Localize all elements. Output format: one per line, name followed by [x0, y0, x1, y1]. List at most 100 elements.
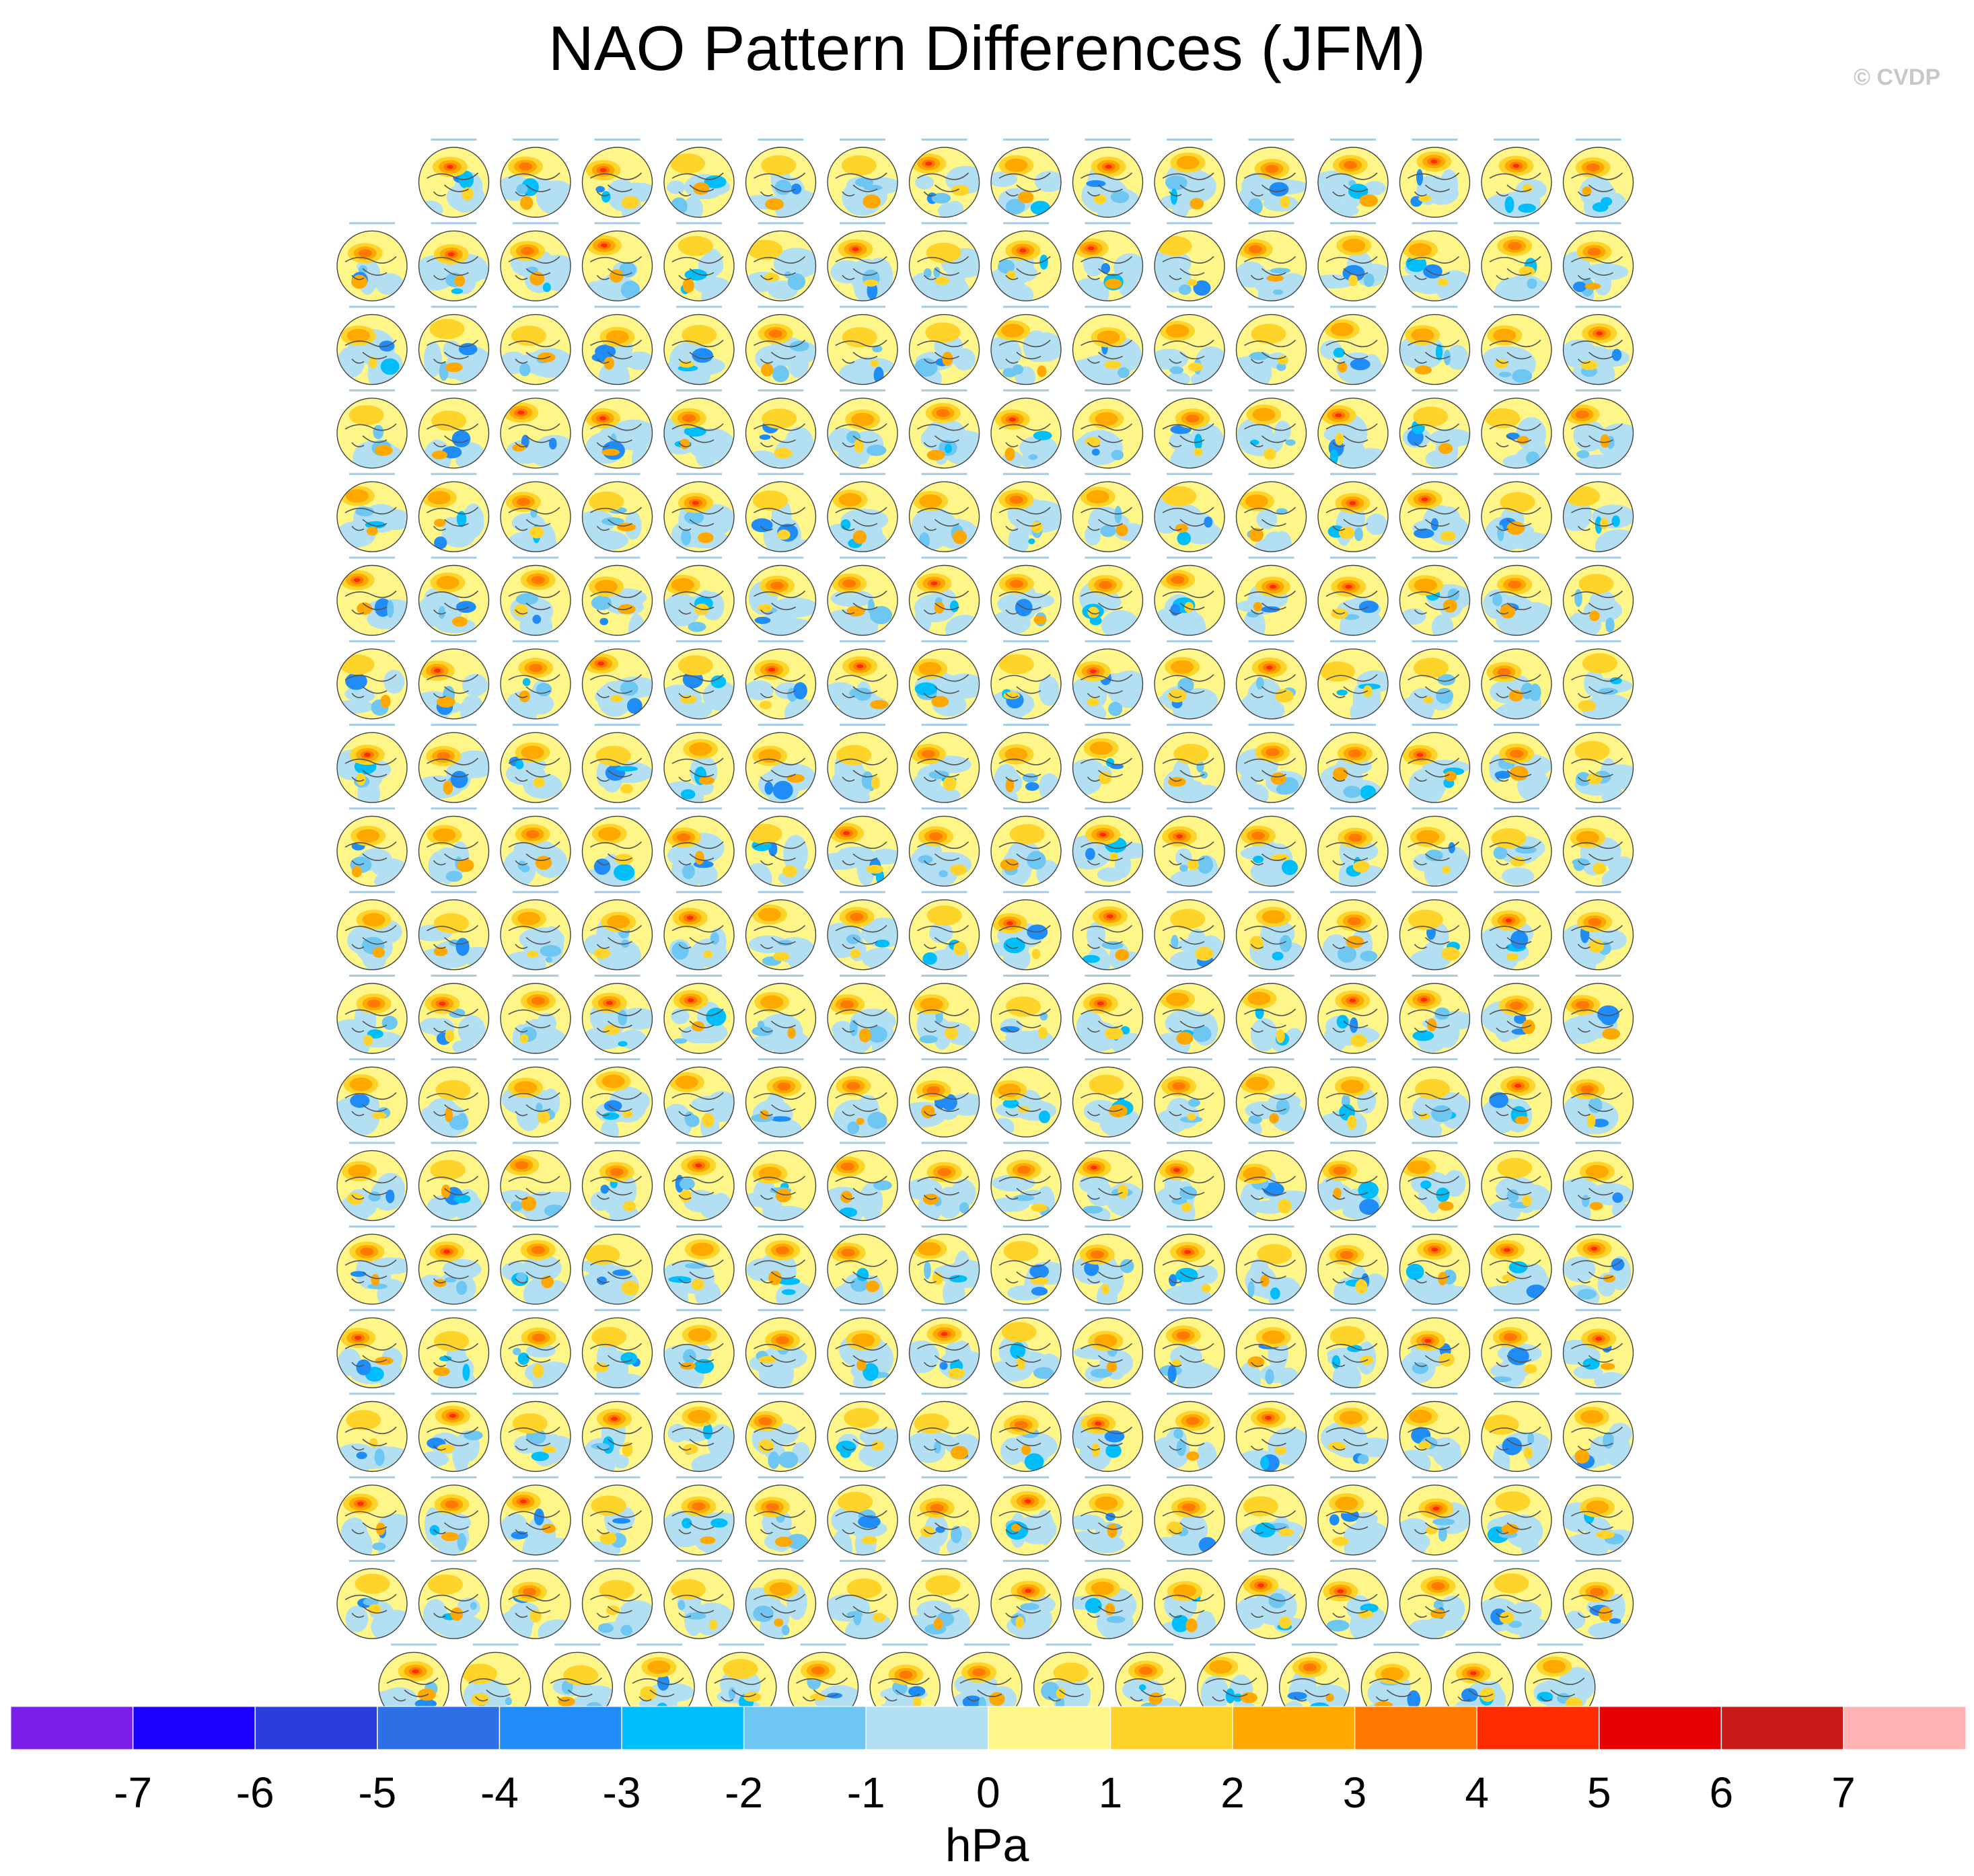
nao-panel [500, 640, 571, 720]
nao-panel [663, 1392, 735, 1472]
nao-panel [1317, 1309, 1389, 1388]
nao-panel [336, 1058, 408, 1138]
nao-panel [1197, 1643, 1268, 1723]
nao-panel [581, 1309, 653, 1388]
nao-panel [990, 305, 1062, 385]
nao-panel [624, 1643, 695, 1723]
nao-panel [418, 1560, 490, 1639]
nao-panel [336, 1225, 408, 1305]
nao-panel [1235, 1225, 1307, 1305]
nao-panel [1481, 1309, 1552, 1388]
nao-panel [1481, 473, 1552, 552]
nao-panel [581, 975, 653, 1054]
nao-panel [500, 891, 571, 971]
nao-panel [418, 473, 490, 552]
nao-panel [500, 556, 571, 636]
nao-panel [663, 807, 735, 887]
colorbar-tick-label: -7 [114, 1768, 152, 1817]
nao-panel [827, 1225, 898, 1305]
nao-panel [1481, 305, 1552, 385]
nao-panel [663, 1141, 735, 1222]
nao-panel [1481, 975, 1552, 1054]
nao-panel [1154, 1225, 1225, 1305]
nao-panel [990, 1476, 1062, 1556]
colorbar-segment [1721, 1706, 1843, 1750]
colorbar-segment [1110, 1706, 1233, 1750]
colorbar-tick-label: -3 [603, 1768, 641, 1817]
nao-panel [1399, 556, 1471, 636]
nao-panel [1562, 1392, 1634, 1472]
nao-panel [1562, 1476, 1634, 1556]
colorbar-segment [622, 1706, 744, 1750]
nao-panel [1562, 1560, 1634, 1639]
nao-panel [1481, 640, 1552, 720]
nao-panel [827, 473, 898, 552]
nao-panel [908, 975, 980, 1054]
nao-panel [418, 305, 490, 385]
nao-panel [827, 305, 898, 385]
nao-panel [827, 1058, 898, 1138]
colorbar-tick-label: 7 [1831, 1768, 1856, 1817]
nao-panel [1154, 724, 1225, 803]
nao-panel [663, 139, 735, 218]
nao-panel [1235, 389, 1307, 469]
nao-panel [500, 139, 571, 218]
nao-panel [1154, 1560, 1225, 1639]
nao-panel [1072, 807, 1144, 887]
nao-panel [581, 1392, 653, 1472]
nao-panel [1235, 1309, 1307, 1388]
nao-panel [336, 724, 408, 803]
nao-panel [827, 807, 898, 887]
nao-panel [581, 807, 653, 887]
nao-panel [336, 305, 408, 385]
nao-panel [827, 1476, 898, 1556]
nao-panel [1399, 1141, 1471, 1222]
nao-panel [1481, 807, 1552, 887]
colorbar-segment [499, 1706, 622, 1750]
nao-panel [1481, 891, 1552, 971]
nao-panel [336, 891, 408, 971]
nao-panel [745, 222, 817, 301]
nao-panel [581, 1058, 653, 1138]
nao-panel [908, 807, 980, 887]
nao-panel [1399, 975, 1471, 1054]
nao-panel [581, 1141, 653, 1222]
nao-panel [1481, 222, 1552, 301]
nao-panel [908, 139, 980, 218]
nao-panel [336, 556, 408, 636]
nao-panel [1235, 222, 1307, 301]
colorbar-tick-label: -4 [480, 1768, 519, 1817]
nao-panel [1481, 1476, 1552, 1556]
colorbar-segment [377, 1706, 500, 1750]
nao-panel [418, 807, 490, 887]
nao-panel [908, 1476, 980, 1556]
nao-panel [336, 222, 408, 301]
nao-panel [581, 891, 653, 971]
nao-panel [990, 389, 1062, 469]
nao-panel [1235, 139, 1307, 218]
nao-panel [1481, 1058, 1552, 1138]
nao-panel [1154, 891, 1225, 971]
nao-panel [1317, 975, 1389, 1054]
nao-panel [990, 724, 1062, 803]
nao-panel [1072, 1309, 1144, 1388]
nao-panel [1072, 389, 1144, 469]
colorbar-tick-label: 0 [976, 1768, 1000, 1817]
nao-panel [990, 1392, 1062, 1472]
nao-panel [706, 1643, 777, 1723]
nao-panel [1235, 473, 1307, 552]
nao-panel [581, 556, 653, 636]
nao-panel [581, 389, 653, 469]
nao-panel [1278, 1643, 1350, 1723]
nao-panel [418, 1476, 490, 1556]
nao-panel [990, 1560, 1062, 1639]
nao-panel [418, 891, 490, 971]
nao-panel [1399, 1309, 1471, 1388]
nao-panel [990, 222, 1062, 301]
nao-panel [1399, 222, 1471, 301]
nao-panel [827, 1309, 898, 1388]
nao-panel [1072, 1392, 1144, 1472]
nao-panel [908, 891, 980, 971]
nao-panel [1317, 1141, 1389, 1222]
nao-panel [1525, 1643, 1596, 1723]
